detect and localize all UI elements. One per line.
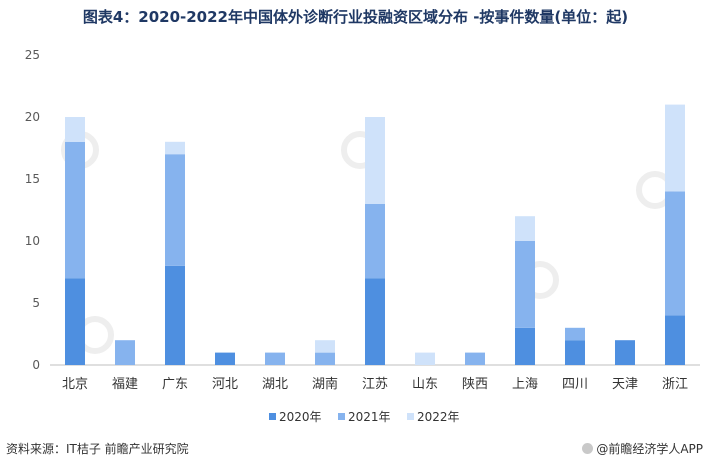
brand-text: @前瞻经济学人APP — [596, 442, 703, 456]
x-tick-label: 天津 — [612, 377, 638, 392]
x-tick-label: 福建 — [112, 377, 138, 392]
y-tick-label: 15 — [25, 172, 40, 186]
bar-segment — [165, 141, 185, 155]
bar-segment — [665, 315, 685, 365]
chart-title: 图表4：2020-2022年中国体外诊断行业投融资区域分布 -按事件数量(单位：… — [82, 8, 629, 26]
bar-segment — [65, 278, 85, 365]
x-tick-label: 浙江 — [662, 377, 688, 392]
legend-swatch — [338, 413, 345, 420]
bar-segment — [515, 327, 535, 365]
brand-credit: @前瞻经济学人APP — [582, 440, 703, 457]
source-note: 资料来源：IT桔子 前瞻产业研究院 — [6, 442, 189, 456]
bar-segment — [165, 154, 185, 266]
bar-segment — [165, 265, 185, 365]
legend-label: 2022年 — [417, 410, 460, 424]
bar-segment — [665, 104, 685, 192]
x-axis: 北京 福建 广东 河北 湖北 湖南 江苏 山东 陕西 上海 四川 天津 浙江 — [62, 376, 688, 392]
bar-segment — [365, 203, 385, 279]
bar-segment — [565, 327, 585, 341]
legend-label: 2021年 — [348, 410, 391, 424]
bar-segment — [315, 340, 335, 353]
bar-segment — [515, 216, 535, 241]
bar-segment — [215, 352, 235, 365]
y-axis: 0 5 10 15 20 25 — [25, 48, 40, 372]
x-tick-label: 广东 — [162, 377, 188, 392]
bar-segment — [365, 117, 385, 204]
bar-segment — [465, 352, 485, 365]
x-tick-label: 河北 — [212, 377, 238, 392]
bar-segment — [365, 278, 385, 365]
x-tick-label: 山东 — [412, 377, 438, 392]
bar-segment — [615, 340, 635, 365]
y-tick-label: 20 — [25, 110, 40, 124]
x-tick-label: 江苏 — [362, 376, 388, 392]
bar-segment — [65, 141, 85, 279]
bar-segment — [315, 352, 335, 365]
brand-logo-icon — [582, 443, 594, 454]
bar-segment — [515, 241, 535, 328]
y-tick-label: 5 — [32, 296, 40, 310]
x-tick-label: 陕西 — [462, 377, 488, 392]
bar-segment — [265, 352, 285, 365]
bar-segment — [65, 117, 85, 142]
legend-swatch — [269, 413, 276, 420]
legend-swatch — [407, 413, 414, 420]
legend: 2020年 2021年 2022年 — [269, 410, 460, 424]
bar-segment — [665, 191, 685, 316]
x-tick-label: 北京 — [62, 377, 88, 392]
x-tick-label: 湖南 — [312, 376, 338, 392]
y-tick-label: 0 — [32, 358, 40, 372]
bars — [65, 104, 685, 365]
y-tick-label: 25 — [25, 48, 40, 62]
legend-label: 2020年 — [279, 410, 322, 424]
x-tick-label: 上海 — [512, 377, 538, 392]
bar-segment — [415, 352, 435, 365]
x-tick-label: 湖北 — [262, 377, 288, 392]
y-tick-label: 10 — [25, 234, 40, 248]
x-tick-label: 四川 — [562, 377, 588, 392]
bar-segment — [565, 340, 585, 365]
bar-segment — [115, 340, 135, 365]
